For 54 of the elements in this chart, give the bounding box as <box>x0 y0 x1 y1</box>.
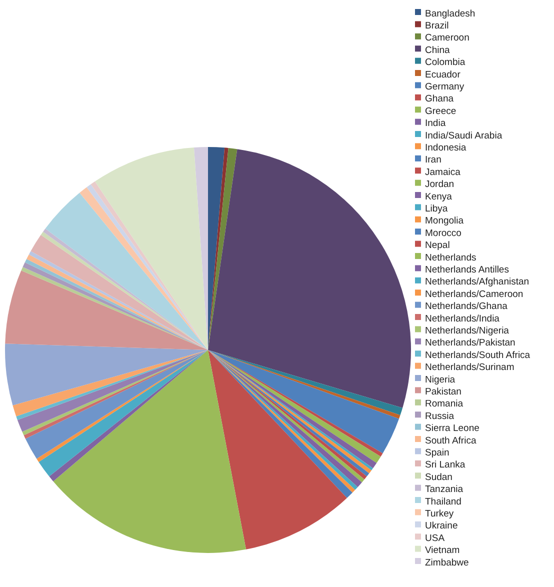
pie-slice <box>208 148 228 350</box>
legend-label: Morocco <box>425 228 462 239</box>
legend-label: Romania <box>425 398 464 410</box>
legend-label: China <box>425 44 451 56</box>
legend-label: Sierra Leone <box>425 423 480 434</box>
legend-label: Nepal <box>425 240 450 252</box>
legend-label: Bangladesh <box>425 8 476 20</box>
legend-label: Iran <box>425 154 442 166</box>
legend-label: Netherlands <box>425 252 476 264</box>
legend-label: Libya <box>425 204 448 215</box>
legend-label: Netherlands Antilles <box>425 264 510 276</box>
legend-label: Netherlands/Pakistan <box>425 338 516 349</box>
legend-label: Ecuador <box>425 69 460 80</box>
legend-label: Netherlands/Ghana <box>425 301 508 312</box>
legend-label: Netherlands/India <box>425 313 500 324</box>
legend-label: Turkey <box>425 508 454 520</box>
pie-slice <box>208 147 225 350</box>
legend-label: USA <box>425 532 446 544</box>
legend-label: Indonesia <box>425 142 467 154</box>
legend-label: Netherlands/Nigeria <box>425 326 510 337</box>
legend-label: Cameroon <box>425 32 470 44</box>
pie-slice <box>45 192 208 350</box>
legend-label: Pakistan <box>425 386 462 398</box>
legend-label: South Africa <box>425 435 477 446</box>
legend-label: Brazil <box>425 20 449 32</box>
legend-label: Spain <box>425 448 450 459</box>
legend-label: Ukraine <box>425 520 458 532</box>
legend-label: Netherlands/Surinam <box>425 362 514 374</box>
legend-label: Nigeria <box>425 374 456 386</box>
legend-label: Vietnam <box>425 545 460 556</box>
pie-slice <box>208 148 238 350</box>
pie-slice <box>208 149 411 408</box>
legend-label: Jordan <box>425 179 454 190</box>
legend-label: Netherlands/South Africa <box>425 350 531 361</box>
legend-label: Russia <box>425 410 455 422</box>
legend-label: Netherlands/Afghanistan <box>425 276 530 288</box>
legend-label: Thailand <box>425 496 462 508</box>
legend-label: India/Saudi Arabia <box>425 130 503 142</box>
legend-label: Greece <box>425 106 456 117</box>
pie-slice <box>53 350 246 553</box>
legend-label: Kenya <box>425 191 453 202</box>
legend-label: Mongolia <box>425 216 464 227</box>
legend-label: Germany <box>425 82 464 93</box>
legend-label: Sudan <box>425 472 452 483</box>
legend-label: Jamaica <box>425 166 462 178</box>
legend-label: Zimbabwe <box>425 557 469 568</box>
pie-slice <box>5 344 208 406</box>
legend-label: Netherlands/Cameroon <box>425 288 524 300</box>
legend-label: Colombia <box>425 57 466 68</box>
legend-label: Tanzania <box>425 484 464 496</box>
legend-label: Ghana <box>425 94 454 105</box>
legend-label: Sri Lanka <box>425 460 466 471</box>
legend-label: India <box>425 118 446 130</box>
pie-slice <box>94 147 208 350</box>
